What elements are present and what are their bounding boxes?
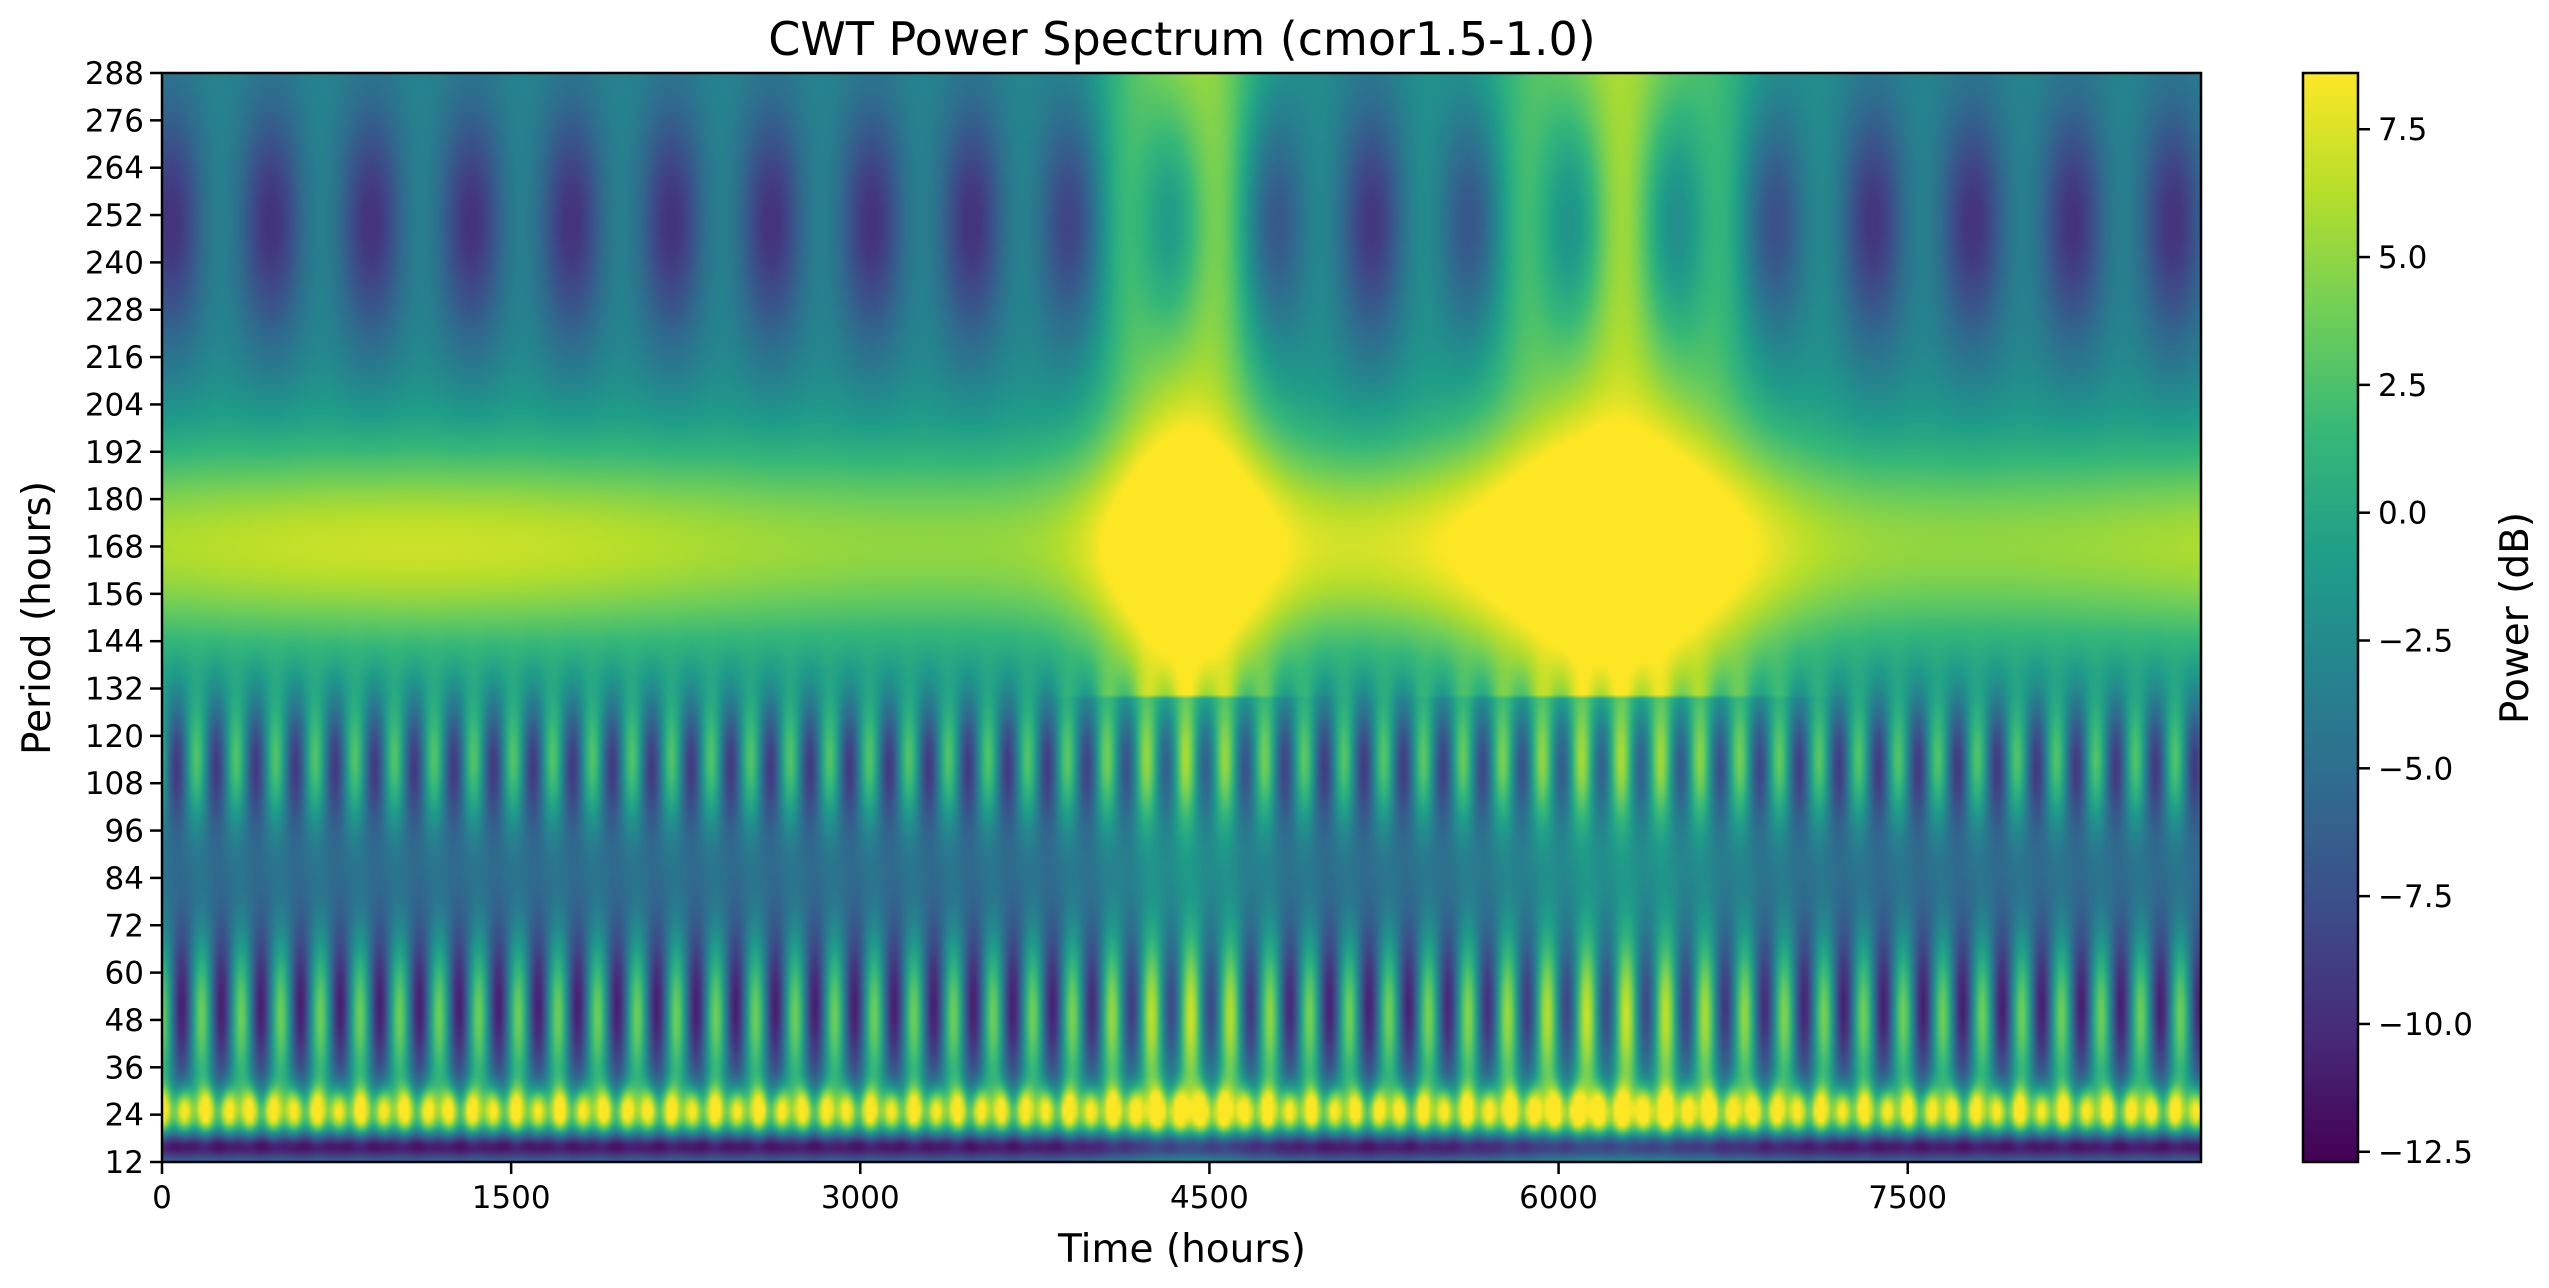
y-tick-label: 132 bbox=[85, 672, 144, 708]
colorbar-tick-label: 2.5 bbox=[2378, 368, 2427, 404]
y-tick-label: 192 bbox=[85, 435, 144, 471]
colorbar-tick-label: −12.5 bbox=[2378, 1135, 2473, 1171]
plot-frame bbox=[160, 71, 2203, 1164]
y-tick-label: 264 bbox=[85, 151, 144, 187]
colorbar-ticks: −12.5 −10.0 −7.5 −5.0 −2.5 0.0 2.5 5.0 7.5 bbox=[2358, 112, 2473, 1171]
heatmap-plot-area bbox=[160, 71, 2203, 1164]
y-tick-label: 24 bbox=[105, 1098, 144, 1134]
heatmap-image bbox=[162, 73, 2201, 1162]
y-tick-label: 120 bbox=[85, 719, 144, 755]
y-tick-label: 180 bbox=[85, 482, 144, 518]
y-tick-label: 240 bbox=[85, 245, 144, 281]
colorbar-label: Power (dB) bbox=[2493, 512, 2538, 724]
y-tick-label: 12 bbox=[105, 1145, 144, 1181]
chart-title: CWT Power Spectrum (cmor1.5-1.0) bbox=[768, 12, 1596, 66]
y-tick-label: 216 bbox=[85, 340, 144, 376]
y-tick-label: 228 bbox=[85, 293, 144, 329]
y-tick-label: 60 bbox=[105, 956, 144, 992]
x-axis: 0 1500 3000 4500 6000 7500 bbox=[152, 1162, 1947, 1216]
x-tick-label: 4500 bbox=[1170, 1180, 1249, 1216]
x-tick-label: 0 bbox=[152, 1180, 172, 1216]
x-tick-label: 6000 bbox=[1519, 1180, 1598, 1216]
colorbar-tick-label: −2.5 bbox=[2378, 624, 2453, 660]
x-axis-label: Time (hours) bbox=[1057, 1227, 1306, 1272]
y-axis: 12 24 36 48 60 72 84 96 108 120 132 144 156 168 180 192… bbox=[85, 56, 162, 1181]
y-tick-label: 252 bbox=[85, 198, 144, 234]
x-tick-label: 1500 bbox=[472, 1180, 551, 1216]
y-axis-label: Period (hours) bbox=[15, 481, 60, 755]
x-tick-label: 3000 bbox=[821, 1180, 900, 1216]
y-tick-label: 276 bbox=[85, 103, 144, 139]
colorbar-gradient bbox=[2301, 71, 2360, 1164]
y-tick-label: 144 bbox=[85, 624, 144, 660]
colorbar-tick-label: −7.5 bbox=[2378, 879, 2453, 915]
y-tick-label: 168 bbox=[85, 529, 144, 565]
colorbar-tick-label: −10.0 bbox=[2378, 1007, 2473, 1043]
y-tick-label: 72 bbox=[105, 908, 144, 944]
y-tick-label: 204 bbox=[85, 387, 144, 423]
colorbar-tick-label: 0.0 bbox=[2378, 496, 2427, 532]
y-tick-label: 156 bbox=[85, 577, 144, 613]
colorbar-tick-label: −5.0 bbox=[2378, 751, 2453, 787]
colorbar: −12.5 −10.0 −7.5 −5.0 −2.5 0.0 2.5 5.0 7.5 bbox=[2301, 71, 2473, 1171]
x-tick-label: 7500 bbox=[1868, 1180, 1947, 1216]
y-tick-label: 288 bbox=[85, 56, 144, 92]
y-tick-label: 36 bbox=[105, 1050, 144, 1086]
y-tick-label: 84 bbox=[105, 861, 144, 897]
y-tick-label: 96 bbox=[105, 814, 144, 850]
colorbar-tick-label: 7.5 bbox=[2378, 112, 2427, 148]
colorbar-tick-label: 5.0 bbox=[2378, 240, 2427, 276]
y-tick-label: 48 bbox=[105, 1003, 144, 1039]
y-tick-label: 108 bbox=[85, 766, 144, 802]
